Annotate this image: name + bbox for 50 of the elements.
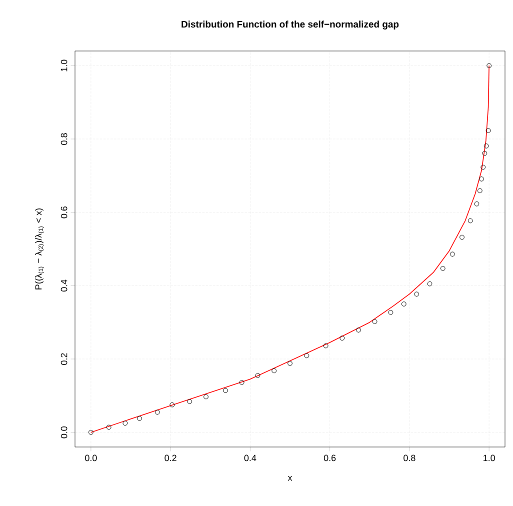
point	[486, 128, 491, 134]
point	[414, 292, 420, 297]
point	[482, 150, 488, 156]
y-axis-title: P((λ$_{(1)}$ − λ$_{(2)}$)/λ$_{(1)}$ < x)	[35, 208, 44, 290]
point	[401, 302, 406, 306]
y-tick-label: 0.6	[60, 206, 68, 218]
y-tick-label: 0.0	[60, 426, 68, 438]
point	[170, 402, 175, 408]
point	[486, 63, 492, 68]
point	[474, 201, 480, 206]
point	[204, 394, 208, 400]
point	[239, 380, 244, 385]
point	[484, 144, 489, 148]
point	[479, 176, 484, 182]
point	[272, 368, 277, 374]
point	[88, 430, 94, 435]
point	[460, 234, 464, 240]
point	[223, 388, 228, 393]
point	[187, 399, 192, 404]
point	[427, 281, 432, 286]
point	[468, 218, 473, 224]
x-axis-title: x	[288, 476, 292, 481]
point	[388, 310, 394, 315]
chart-title: Distribution Function of the self−normalized gap	[182, 20, 399, 30]
point	[304, 353, 310, 358]
point	[450, 252, 455, 257]
x-tick-label: 0.4	[244, 454, 256, 462]
x-tick-label: 1.0	[484, 454, 495, 462]
point	[356, 328, 361, 332]
line-series	[90, 65, 490, 433]
point	[255, 373, 260, 378]
y-tick-label: 0.4	[60, 280, 68, 292]
x-tick-label: 0.2	[164, 454, 176, 462]
x-tick-label: 0.0	[85, 454, 97, 462]
point	[137, 416, 142, 421]
point	[440, 266, 446, 271]
point	[288, 360, 292, 366]
point	[477, 188, 482, 194]
point	[122, 420, 128, 426]
point	[323, 343, 328, 348]
y-tick-label: 1.0	[60, 60, 68, 72]
point	[372, 319, 378, 324]
point	[154, 410, 160, 415]
y-tick-label: 0.8	[60, 133, 68, 145]
x-tick-label: 0.8	[404, 454, 416, 462]
point	[340, 336, 345, 341]
y-tick-label: 0.2	[60, 353, 68, 365]
point	[106, 424, 112, 430]
point	[480, 164, 486, 170]
x-tick-label: 0.6	[324, 454, 336, 462]
